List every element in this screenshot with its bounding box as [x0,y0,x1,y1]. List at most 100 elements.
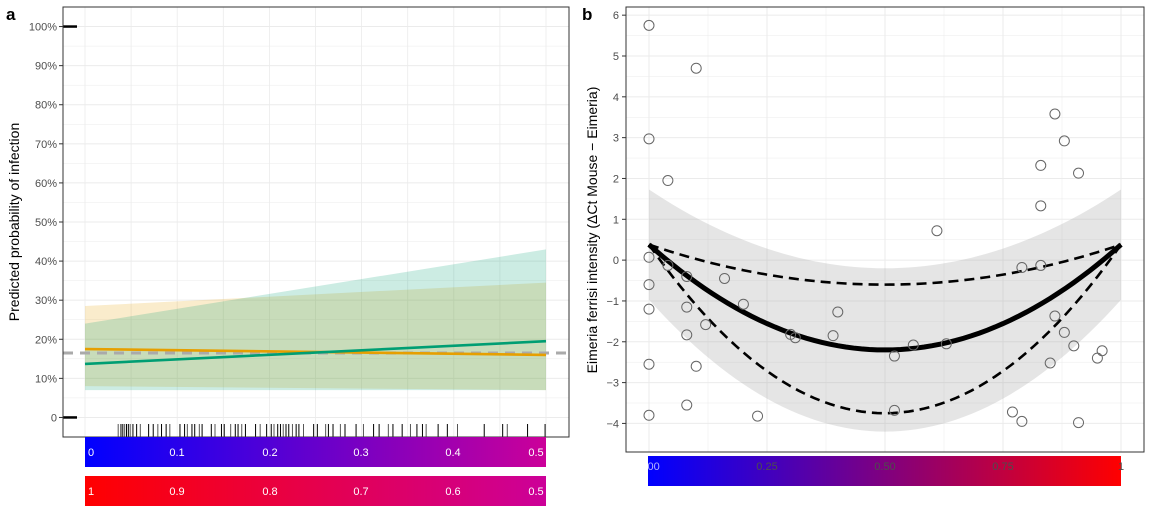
confidence-band-1 [85,282,546,391]
y-tick-label: −2 [606,337,619,349]
data-point [1068,340,1080,352]
y-tick-label: 40% [35,256,57,268]
y-tick-label: 80% [35,100,57,112]
y-tick-label: 5 [613,51,619,63]
data-point [789,332,801,344]
x-tick-label: 0.50 [874,461,895,473]
data-point [827,330,839,342]
data-point [690,360,702,372]
colorbar-blue-label: 0.2 [262,447,277,459]
data-point [1096,345,1108,357]
data-point [1058,326,1070,338]
panel-b-label: b [582,5,592,24]
panel-b-grid [626,7,1144,452]
dashed-curve-1 [648,243,1122,286]
data-point [643,251,655,263]
data-point [681,270,693,282]
colorbar-red-label: 0.6 [445,486,460,498]
data-point [662,175,674,187]
y-tick-label: 0 [51,412,57,424]
y-tick-label: −3 [606,378,619,390]
data-point [643,409,655,421]
colorbar-blue-label: 0.3 [353,447,368,459]
data-point [752,410,764,422]
x-tick-label: 0.00 [638,461,659,473]
data-point [1073,417,1085,429]
colorbar-blue-label: 0.5 [528,447,543,459]
y-tick-label: −1 [606,296,619,308]
y-tick-label: 30% [35,295,57,307]
data-point [907,339,919,351]
panel-a: a 0 10% 20% 30% 40% 50% 60% 70% 80% 90% 100% Predi… [6,5,570,506]
y-tick-label: 1 [613,214,619,226]
y-tick-label: 50% [35,217,57,229]
y-tick-label: 70% [35,139,57,151]
panel-a-grid [63,7,569,437]
y-tick-label: 3 [613,133,619,145]
colorbar-blue-label: 0.1 [169,447,184,459]
y-tick-label: 0 [613,255,619,267]
data-point [1073,167,1085,179]
data-point [1058,135,1070,147]
data-point [1049,108,1061,120]
data-point [681,301,693,313]
y-tick-label: 90% [35,61,57,73]
x-tick-label: 0.25 [756,461,777,473]
colorbar-red-label: 0.5 [528,486,543,498]
panel-a-y-ticks: 0 10% 20% 30% 40% 50% 60% 70% 80% 90% 100% [29,22,63,424]
panel-b-y-ticks: −4 −3 −2 −1 0 1 2 3 4 5 6 [606,10,626,430]
colorbar-red-label: 0.9 [169,486,184,498]
series-line-2 [84,339,547,366]
colorbar-blue-label: 0 [88,447,94,459]
colorbar-red-to-magenta [85,476,546,506]
y-tick-label: 60% [35,178,57,190]
data-point [700,319,712,331]
data-point [662,259,674,271]
data-point [690,62,702,74]
colorbar-blue-labels: 0 0.1 0.2 0.3 0.4 0.5 [88,447,544,459]
colorbar-red-label: 0.8 [262,486,277,498]
data-point [643,19,655,31]
data-point [832,306,844,318]
fit-curve [647,242,1123,353]
panel-b-fit-curve [647,242,1123,353]
y-tick-label: 4 [613,92,619,104]
data-point [1035,259,1047,271]
data-point [643,279,655,291]
colorbar-b [648,456,1121,486]
panel-a-confidence-bands [85,249,546,391]
colorbar-blue-label: 0.4 [445,447,460,459]
panel-a-rug [63,25,546,437]
data-point [643,358,655,370]
panel-b: b −4 −3 −2 −1 0 1 2 3 4 5 6 0.00 0.25 0.50 0.75 1 Eime… [582,5,1145,486]
panel-a-label: a [6,5,16,24]
data-point [940,338,952,350]
data-point [1044,357,1056,369]
data-point [1049,310,1061,322]
y-tick-label: 100% [29,22,57,34]
data-point [719,272,731,284]
data-point [681,329,693,341]
panel-a-fitted-lines [84,339,547,366]
data-point [643,133,655,145]
colorbar-blue-to-magenta [85,437,546,467]
colorbar-red-label: 1 [88,486,94,498]
data-point [1006,406,1018,418]
data-point [1035,200,1047,212]
x-tick-label: 0.75 [992,461,1013,473]
y-tick-label: 20% [35,334,57,346]
data-point [681,399,693,411]
panel-b-border [625,6,1145,453]
y-tick-label: 2 [613,173,619,185]
confidence-band-2 [85,249,546,391]
data-point [1016,261,1028,273]
data-point [643,303,655,315]
data-point [931,225,943,237]
y-tick-label: 10% [35,373,57,385]
data-point [888,350,900,362]
panel-b-confidence-band [649,189,1121,432]
colorbar-red-label: 0.7 [353,486,368,498]
panel-a-y-axis-title: Predicted probability of infection [6,123,22,321]
panel-b-points [643,19,1108,429]
